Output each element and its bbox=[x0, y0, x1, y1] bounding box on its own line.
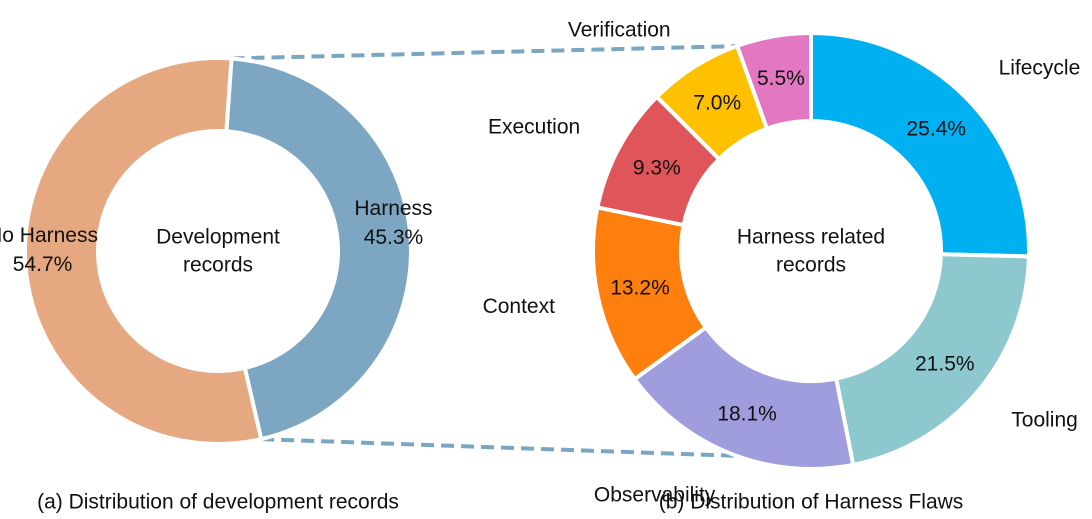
donut-harness-flaws: 25.4% Lifecycle 21.5% Tooling 18.1% Observabi… bbox=[483, 0, 1081, 506]
pct-label-context: 13.2% bbox=[610, 277, 670, 300]
category-label-observability: Observability bbox=[594, 483, 716, 506]
slice-tooling bbox=[833, 252, 1031, 468]
pct-label-execution: 9.3% bbox=[633, 157, 681, 180]
pct-label-lifecycle: 25.4% bbox=[907, 117, 967, 140]
caption-b: (b) Distribution of Harness Flaws bbox=[659, 491, 964, 514]
category-label-governance: Governance bbox=[709, 0, 823, 4]
slice-no-harness bbox=[23, 56, 264, 446]
center-label-line: Harness related bbox=[737, 226, 885, 249]
slice-governance bbox=[734, 30, 813, 132]
pct-label-tooling: 21.5% bbox=[915, 352, 975, 375]
connector-top bbox=[231, 44, 737, 61]
slice-lifecycle bbox=[809, 30, 1031, 259]
category-label-harness: Harness bbox=[354, 197, 432, 220]
category-label-verification: Verification bbox=[568, 18, 671, 41]
zoom-connectors bbox=[231, 44, 737, 458]
pct-label-harness: 45.3% bbox=[364, 226, 424, 249]
connector-bottom bbox=[261, 437, 737, 458]
category-label-context: Context bbox=[483, 295, 556, 318]
category-label-execution: Execution bbox=[488, 115, 580, 138]
center-label-line: records bbox=[776, 254, 846, 277]
pct-label-verification: 7.0% bbox=[693, 92, 741, 115]
caption-a: (a) Distribution of development records bbox=[37, 491, 399, 514]
category-label-no-harness: No Harness bbox=[0, 224, 98, 247]
center-label-line: Development bbox=[156, 226, 280, 249]
slice-harness bbox=[224, 56, 413, 442]
center-label-line: records bbox=[183, 254, 253, 277]
category-label-lifecycle: Lifecycle bbox=[999, 57, 1081, 80]
captions: (a) Distribution of development records (… bbox=[37, 491, 963, 514]
pct-label-governance: 5.5% bbox=[757, 67, 805, 90]
category-label-tooling: Tooling bbox=[1011, 408, 1078, 431]
donut-development-records: 45.3% Harness 54.7% No Harness Development re… bbox=[0, 56, 433, 446]
pct-label-observability: 18.1% bbox=[717, 402, 777, 425]
slice-observability bbox=[631, 324, 856, 471]
pct-label-no-harness: 54.7% bbox=[13, 253, 73, 276]
